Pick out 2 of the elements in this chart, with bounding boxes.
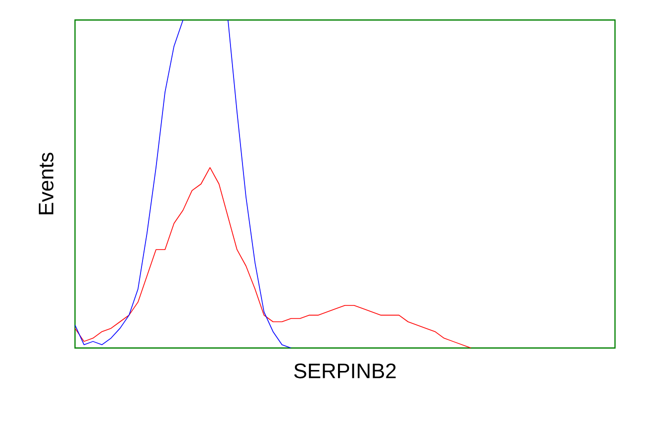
x-axis-title: SERPINB2: [294, 364, 396, 378]
y-axis-title: Events: [38, 152, 54, 214]
